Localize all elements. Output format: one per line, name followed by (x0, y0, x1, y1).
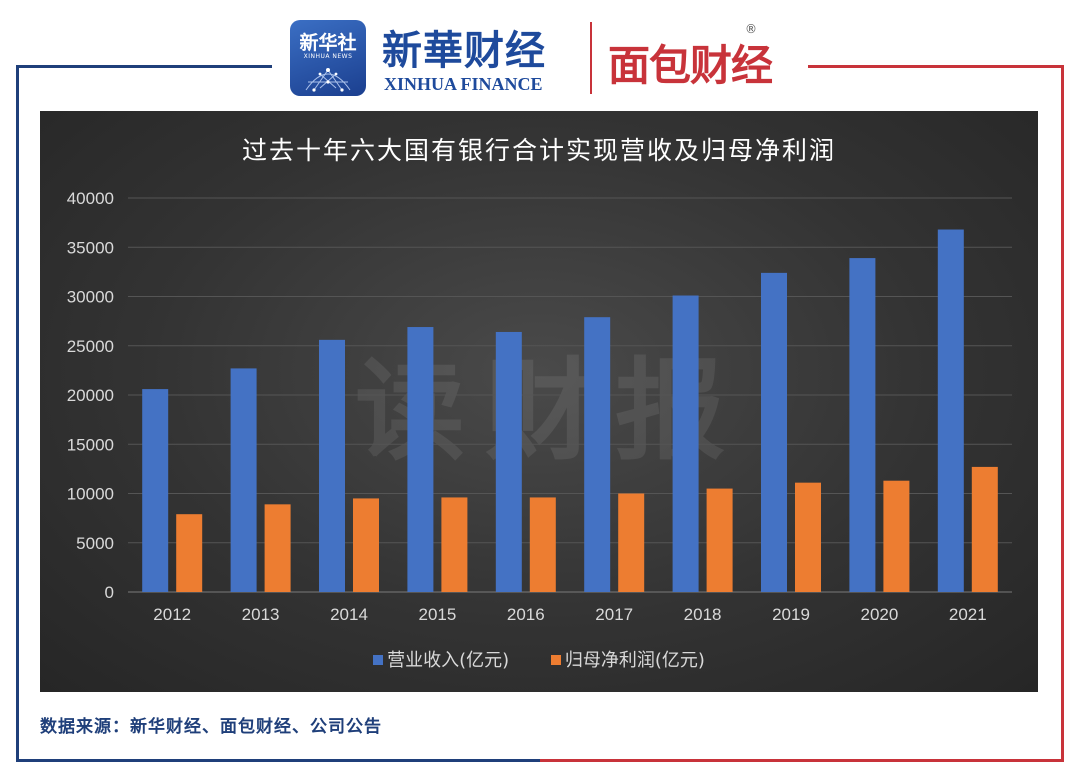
x-tick-label: 2017 (595, 605, 633, 624)
frame-bottom-right-line (540, 759, 1064, 762)
x-tick-label: 2018 (684, 605, 722, 624)
y-tick-label: 5000 (76, 534, 114, 553)
x-tick-label: 2012 (153, 605, 191, 624)
y-tick-label: 15000 (67, 435, 114, 454)
mianbao-finance-logo: 面包财经 (608, 41, 773, 90)
legend-item-revenue: 营业收入(亿元) (373, 646, 509, 672)
frame-right-line (1061, 65, 1064, 762)
profit-bar (441, 497, 468, 592)
y-tick-label: 0 (105, 583, 114, 602)
registered-mark: ® (745, 22, 757, 36)
revenue-bar (761, 272, 787, 592)
chart-legend: 营业收入(亿元) 归母净利润(亿元) (40, 646, 1038, 672)
frame-top-right-line (808, 65, 1064, 68)
y-tick-label: 35000 (67, 238, 114, 257)
profit-bar (529, 497, 556, 592)
revenue-bar (849, 258, 876, 592)
frame-bottom-left-line (16, 759, 540, 762)
x-tick-label: 2021 (949, 605, 987, 624)
xinhua-logo-en: XINHUA NEWS (303, 53, 353, 60)
xinhua-finance-brand-cn: 新華财经 (382, 27, 546, 74)
y-tick-label: 30000 (67, 288, 114, 307)
revenue-bar (495, 331, 522, 592)
profit-bar (795, 482, 821, 592)
revenue-bar (319, 339, 345, 592)
x-tick-label: 2016 (507, 605, 545, 624)
profit-bar (353, 498, 379, 592)
x-tick-label: 2019 (772, 605, 810, 624)
profit-bar (883, 480, 910, 592)
profit-bar (706, 488, 733, 592)
xinhua-finance-brand-en: XINHUA FINANCE (384, 74, 543, 94)
chart-panel: 过去十年六大国有银行合计实现营收及归母净利润 读财报 0 5000 10000 150… (40, 111, 1038, 692)
profit-bar (176, 514, 203, 592)
y-tick-label: 25000 (67, 337, 114, 356)
profit-bar (264, 504, 291, 592)
frame-top-left-line (16, 65, 272, 68)
x-tick-label: 2014 (330, 605, 368, 624)
profit-bar (971, 466, 998, 592)
x-tick-label: 2020 (860, 605, 898, 624)
revenue-bar (584, 317, 611, 592)
source-note: 数据来源：新华财经、面包财经、公司公告 (40, 717, 382, 737)
xinhua-news-logo: 新华社 XINHUA NEWS (290, 20, 366, 96)
revenue-bar (230, 368, 257, 592)
revenue-bar (937, 229, 964, 592)
legend-item-profit: 归母净利润(亿元) (550, 646, 705, 672)
chart-title: 过去十年六大国有银行合计实现营收及归母净利润 (241, 136, 836, 165)
header-divider (590, 22, 592, 94)
legend-label-revenue: 营业收入(亿元) (387, 650, 510, 671)
globe-network-icon (305, 68, 351, 92)
revenue-bar (142, 389, 169, 592)
x-tick-label: 2013 (242, 605, 280, 624)
revenue-bar (407, 327, 434, 592)
legend-swatch-profit (550, 655, 561, 665)
profit-bar (618, 493, 645, 592)
revenue-bar (672, 295, 699, 592)
frame-left-line (16, 65, 19, 762)
legend-label-profit: 归母净利润(亿元) (564, 650, 705, 671)
y-tick-label: 10000 (67, 485, 114, 504)
header: 新华社 XINHUA NEWS 新華财经 XINHUA FINANCE 面包财经… (290, 12, 790, 100)
xinhua-logo-cn: 新华社 (299, 32, 357, 54)
bar-chart-plot: 0 5000 10000 15000 20000 25000 30000 35000 40000… (67, 189, 1012, 624)
y-tick-label: 20000 (67, 386, 114, 405)
legend-swatch-revenue (373, 655, 384, 665)
y-tick-label: 40000 (67, 189, 114, 208)
x-tick-label: 2015 (418, 605, 456, 624)
